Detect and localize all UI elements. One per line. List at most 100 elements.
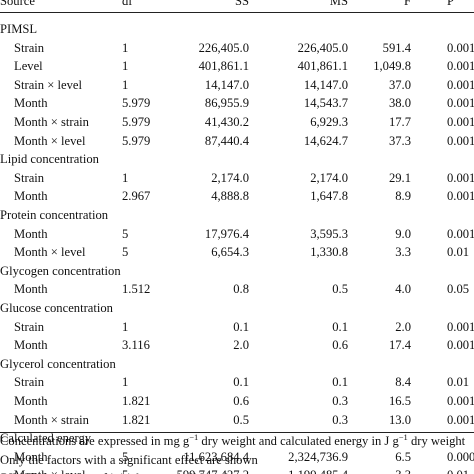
cell: 11,623,684.4 [183, 449, 249, 464]
cell: 0.8 [233, 282, 249, 297]
cell: 1,049.8 [373, 59, 411, 74]
row-label: Month [14, 338, 48, 353]
column-header: Source [0, 0, 35, 8]
cell: 401,861.1 [198, 59, 249, 74]
cell: 591.4 [382, 40, 411, 55]
cell: 29.1 [388, 170, 411, 185]
cell: 0.001 [447, 115, 474, 129]
cell: 5.979 [122, 96, 151, 111]
cell: 0.001 [447, 189, 474, 204]
cell: 14,147.0 [204, 77, 249, 92]
row-label: Strain [14, 375, 45, 390]
top-rule [0, 12, 474, 13]
cell: 3.3 [395, 245, 411, 260]
cell: 0.1 [332, 319, 348, 334]
cell: 0.001 [447, 338, 474, 353]
row-label: Month × level [14, 133, 86, 148]
cell: 1,330.8 [310, 245, 348, 260]
row-label: Month [14, 394, 48, 408]
cell: 1,199,485.4 [288, 467, 348, 474]
cell: 0.0001 [447, 449, 474, 464]
cell: 1 [122, 319, 129, 334]
cell: 1 [122, 77, 129, 92]
cell: 0.001 [447, 96, 474, 111]
column-header: df [122, 0, 133, 8]
cell: 0.1 [332, 375, 348, 390]
cell: 37.3 [388, 133, 411, 148]
cell: 0.01 [447, 245, 470, 260]
row-label: Month × level [14, 467, 85, 474]
cell: 0.3 [332, 394, 348, 408]
cell: 8.4 [395, 375, 411, 390]
cell: 401,861.1 [297, 59, 348, 74]
cell: 0.001 [447, 40, 474, 55]
cell: 4.0 [395, 282, 411, 297]
cell: 1 [122, 375, 129, 390]
cell: 599,747,427.2 [177, 467, 249, 474]
row-label: Month [14, 189, 48, 204]
cell: 1.512 [122, 282, 151, 297]
row-label: Strain × level [14, 77, 82, 92]
cell: 2.967 [122, 189, 151, 204]
row-label: Month × level [14, 245, 86, 260]
cell: 5 [122, 245, 129, 260]
cell: 0.001 [447, 133, 474, 148]
section-label: PIMSL [0, 22, 38, 36]
cell: 0.1 [233, 375, 249, 390]
cell: 3.116 [122, 338, 150, 353]
cell: 5 [122, 226, 129, 241]
footnote-text: Concentrations are expressed in mg g [0, 434, 190, 448]
footnote: Concentrations are expressed in mg g−1 d… [0, 433, 465, 449]
footnote-text: Only the factors with a significant effe… [0, 453, 258, 467]
cell: 0.001 [447, 77, 474, 92]
cell: 2,324,736.9 [288, 449, 348, 464]
row-label: Month [14, 449, 48, 464]
cell: 6,929.3 [310, 115, 348, 129]
cell: 1,647.8 [310, 189, 348, 204]
cell: 14,624.7 [303, 133, 348, 148]
cell: 14,543.7 [303, 96, 348, 111]
row-label: Month [14, 226, 48, 241]
section-label: Calculated energy [0, 431, 92, 446]
cell: 0.001 [447, 59, 474, 74]
cell: 0.6 [332, 338, 348, 353]
row-label: Strain [14, 170, 45, 185]
section-label: Protein concentration [0, 208, 109, 222]
cell: 0.05 [447, 282, 470, 297]
cell: 2,174.0 [310, 170, 348, 185]
cell: 0.01 [447, 467, 469, 474]
footnote-text: −1 [189, 431, 199, 442]
cell: 1 [122, 59, 129, 74]
column-header: SS [234, 0, 249, 8]
cell: 0.001 [447, 412, 474, 427]
cell: 17,976.4 [204, 226, 249, 241]
cell: 1.821 [122, 412, 151, 427]
row-label: Level [14, 59, 43, 74]
cell: 3.3 [395, 467, 411, 474]
cell: 1.821 [122, 394, 151, 408]
row-label: Strain [14, 319, 45, 334]
cell: 0.5 [233, 412, 249, 427]
cell: 86,955.9 [204, 96, 249, 111]
row-label: Month [14, 282, 48, 297]
cell: 0.5 [332, 282, 348, 297]
cell: 5 [122, 467, 128, 474]
row-label: Strain [14, 40, 45, 55]
footnote-text: dry weight and calculated energy in J g [198, 434, 399, 448]
column-header: F [403, 0, 411, 8]
cell: 9.0 [395, 226, 411, 241]
row-label: Month × strain [14, 115, 89, 129]
section-label: Glycerol concentration [0, 356, 116, 371]
cell: 226,405.0 [297, 40, 348, 55]
bottom-rule [0, 432, 474, 433]
cell: 2.0 [395, 319, 411, 334]
cell: 0.6 [233, 394, 249, 408]
cell: 226,405.0 [198, 40, 249, 55]
cell: 13.0 [388, 412, 411, 427]
row-label: Month [14, 96, 48, 111]
cell: 41,430.2 [204, 115, 249, 129]
cell: 0.001 [447, 226, 474, 241]
cell: 17.7 [388, 115, 411, 129]
cell: 6,654.3 [211, 245, 249, 260]
cell: 0.1 [233, 319, 249, 334]
